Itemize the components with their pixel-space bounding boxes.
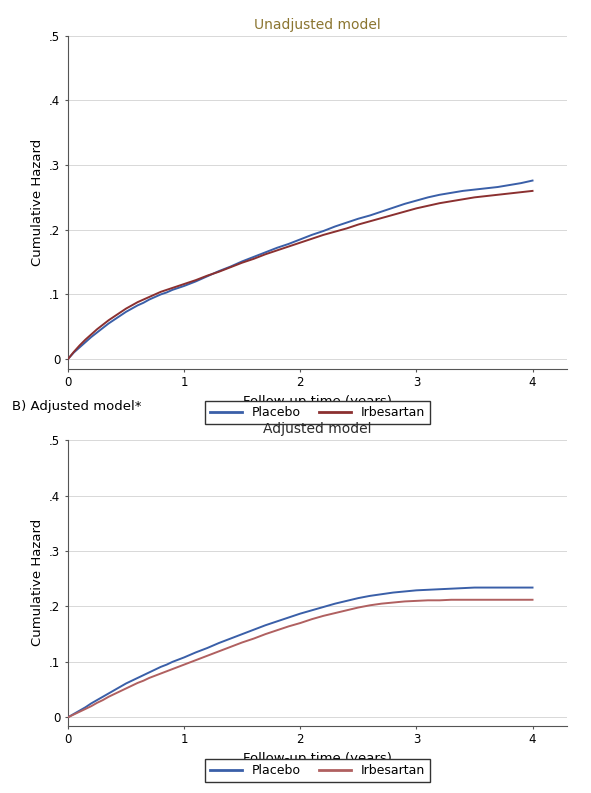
X-axis label: Follow-up time (years): Follow-up time (years) — [243, 395, 392, 408]
Legend: Placebo, Irbesartan: Placebo, Irbesartan — [206, 759, 430, 782]
Title: Unadjusted model: Unadjusted model — [254, 17, 381, 32]
Y-axis label: Cumulative Hazard: Cumulative Hazard — [31, 139, 44, 266]
Text: B) Adjusted model*: B) Adjusted model* — [12, 400, 141, 413]
Title: Adjusted model: Adjusted model — [264, 422, 372, 436]
Y-axis label: Cumulative Hazard: Cumulative Hazard — [31, 519, 44, 646]
X-axis label: Follow-up time (years): Follow-up time (years) — [243, 752, 392, 764]
Legend: Placebo, Irbesartan: Placebo, Irbesartan — [206, 401, 430, 424]
